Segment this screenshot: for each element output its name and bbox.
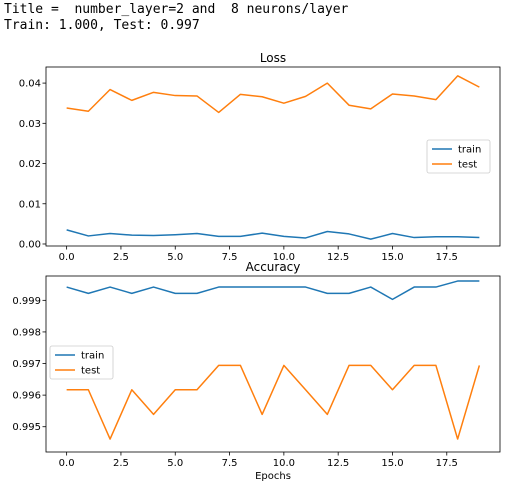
x-tick-label: 10.0 <box>273 252 295 263</box>
x-tick-label: 12.5 <box>327 252 349 263</box>
x-tick-label: 5.0 <box>167 458 183 469</box>
y-tick-label: 0.01 <box>19 199 41 210</box>
series-line-train <box>66 280 480 301</box>
legend-label-train: train <box>458 145 481 156</box>
y-tick-label: 0.998 <box>12 327 41 338</box>
x-tick-label: 7.5 <box>222 252 238 263</box>
x-tick-label: 17.5 <box>436 252 458 263</box>
score-summary-line: Train: 1.000, Test: 0.997 <box>4 18 200 33</box>
x-tick-label: 15.0 <box>381 252 403 263</box>
y-tick-label: 0.03 <box>19 119 41 130</box>
x-tick-label: 5.0 <box>167 252 183 263</box>
chart-accuracy: Accuracy 0.0 2.5 5.0 7.5 10.0 12.5 15.0 17.5 0.99… <box>12 260 501 482</box>
y-tick-label: 0.997 <box>12 359 41 370</box>
legend: train test <box>426 139 491 174</box>
series-line-train <box>66 229 480 240</box>
chart-title: Accuracy <box>246 260 301 274</box>
legend-label-train: train <box>81 351 104 362</box>
x-tick-label: 10.0 <box>273 458 295 469</box>
x-tick-label: 7.5 <box>222 458 238 469</box>
y-tick-label: 0.04 <box>19 79 41 90</box>
x-tick-label: 12.5 <box>327 458 349 469</box>
series-line-test <box>66 75 480 114</box>
y-tick-label: 0.996 <box>12 391 41 402</box>
legend-label-test: test <box>81 366 100 377</box>
plot-frame <box>45 275 501 453</box>
x-axis-label: Epochs <box>255 471 291 482</box>
y-tick-label: 0.02 <box>19 159 41 170</box>
plot-frame <box>45 66 501 247</box>
y-tick-label: 0.999 <box>12 296 41 307</box>
x-tick-label: 2.5 <box>113 458 129 469</box>
series-line-test <box>66 364 481 440</box>
legend: train test <box>49 345 114 380</box>
x-tick-label: 2.5 <box>113 252 129 263</box>
chart-title: Loss <box>260 51 286 65</box>
y-tick-label: 0.00 <box>19 239 41 250</box>
y-tick-label: 0.995 <box>12 422 41 433</box>
x-tick-label: 0.0 <box>59 252 75 263</box>
legend-label-test: test <box>458 160 477 171</box>
figure-title-line: Title = number_layer=2 and 8 neurons/lay… <box>4 2 349 17</box>
x-tick-label: 15.0 <box>381 458 403 469</box>
x-tick-label: 17.5 <box>436 458 458 469</box>
x-tick-label: 0.0 <box>59 458 75 469</box>
chart-loss: Loss 0.0 2.5 5.0 7.5 10.0 12.5 15.0 17.5 0.00 0.01… <box>19 51 501 263</box>
